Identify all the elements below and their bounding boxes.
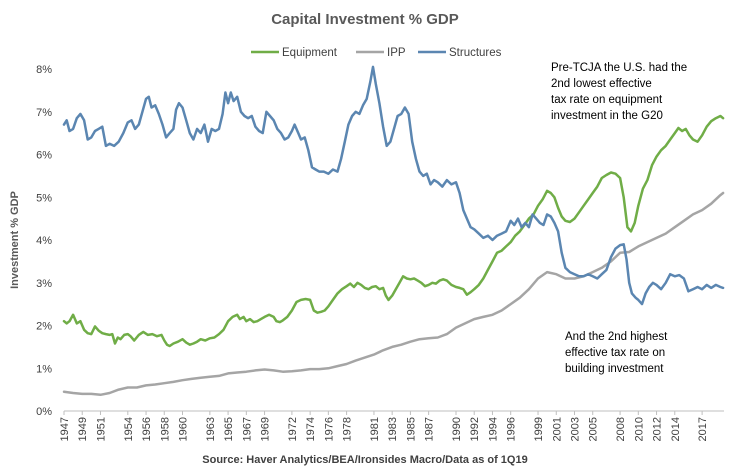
annotation-structures-line: effective tax rate on [565,347,665,359]
x-tick-label: 1972 [287,417,299,441]
x-tick-label: 1951 [95,417,107,441]
x-tick-label: 2005 [588,417,600,441]
x-tick-label: 1965 [223,417,235,441]
legend-label-equipment: Equipment [282,47,338,59]
x-tick-label: 2012 [652,417,664,441]
series-line-structures [62,65,725,306]
y-axis-label: Investment % GDP [9,191,21,289]
annotation-equipment: Pre-TCJA the U.S. had the 2nd lowest eff… [551,62,690,122]
x-tick-label: 2008 [615,417,627,441]
x-tick-label: 1960 [178,417,190,441]
annotation-equipment-line: Pre-TCJA the U.S. had the [551,62,687,74]
y-tick-label: 6% [36,150,52,162]
legend: Equipment IPP Structures [251,47,502,59]
x-tick-label: 1983 [387,417,399,441]
x-tick-label: 1954 [123,417,135,441]
y-tick-label: 8% [36,64,52,76]
x-tick-label: 1976 [323,417,335,441]
y-tick-label: 0% [36,406,52,418]
x-tick-label: 2017 [697,417,709,441]
y-tick-label: 2% [36,321,52,333]
x-tick-label: 1967 [241,417,253,441]
y-tick-label: 3% [36,278,52,290]
annotation-equipment-line: 2nd lowest effective [551,78,652,90]
x-tick-label: 1947 [59,417,71,441]
x-tick-label: 1994 [487,417,499,441]
x-tick-label: 1974 [305,417,317,441]
annotation-structures-line: building investment [565,363,664,375]
x-tick-label: 2010 [633,417,645,441]
annotation-structures-line: And the 2nd highest [565,331,668,343]
x-tick-label: 1958 [159,417,171,441]
chart-title: Capital Investment % GDP [271,11,459,28]
annotation-equipment-line: tax rate on equipment [551,94,663,106]
series-line-equipment [62,114,725,348]
x-tick-label: 1992 [469,417,481,441]
x-tick-label: 2014 [670,417,682,441]
x-tick-label: 1999 [533,417,545,441]
y-tick-label: 5% [36,192,52,204]
x-tick-label: 1956 [141,417,153,441]
x-axis-ticks: 1947 1949 1951 1954 1956 1958 1960 1963 1965 1967… [59,411,709,441]
x-tick-label: 1996 [506,417,518,441]
y-tick-label: 1% [36,363,52,375]
series-line-ipp [62,191,725,397]
y-tick-label: 7% [36,107,52,119]
annotation-equipment-line: investment in the G20 [551,110,663,122]
x-tick-label: 2003 [569,417,581,441]
x-tick-label: 2001 [551,417,563,441]
annotation-structures: And the 2nd highest effective tax rate o… [565,331,671,375]
source-note: Source: Haver Analytics/BEA/Ironsides Ma… [202,454,527,466]
y-tick-label: 4% [36,235,52,247]
x-tick-label: 1990 [451,417,463,441]
y-axis-ticks: 0% 1% 2% 3% 4% 5% 6% 7% 8% [36,64,52,418]
x-tick-label: 1978 [342,417,354,441]
legend-label-structures: Structures [449,47,502,59]
x-tick-label: 1981 [369,417,381,441]
legend-label-ipp: IPP [387,47,406,59]
x-tick-label: 1987 [424,417,436,441]
x-tick-label: 1963 [205,417,217,441]
x-tick-label: 1985 [405,417,417,441]
series-group [62,65,725,397]
x-tick-label: 1949 [77,417,89,441]
x-tick-label: 1969 [260,417,272,441]
